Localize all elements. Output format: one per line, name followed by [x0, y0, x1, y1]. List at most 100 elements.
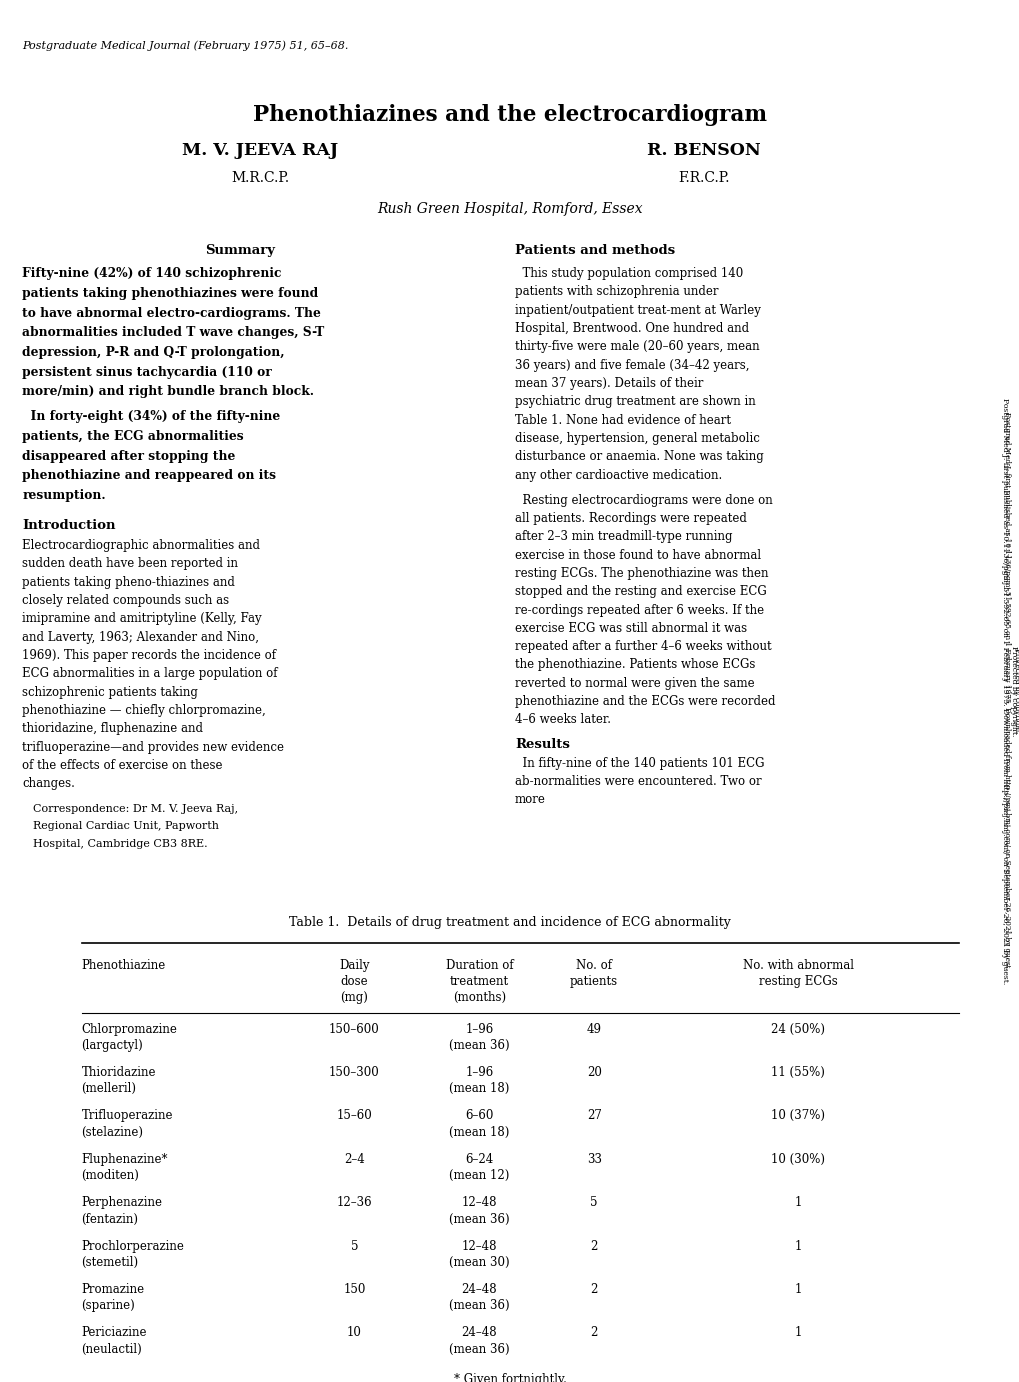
Text: 1–96: 1–96 — [465, 1066, 493, 1079]
Text: depression, P-R and Q-T prolongation,: depression, P-R and Q-T prolongation, — [22, 346, 284, 359]
Text: Periciazine: Periciazine — [82, 1327, 147, 1339]
Text: 2: 2 — [590, 1240, 597, 1252]
Text: Rush Green Hospital, Romford, Essex: Rush Green Hospital, Romford, Essex — [377, 202, 642, 216]
Text: Protected by copyright.: Protected by copyright. — [1009, 645, 1017, 737]
Text: stopped and the resting and exercise ECG: stopped and the resting and exercise ECG — [515, 585, 766, 598]
Text: Regional Cardiac Unit, Papworth: Regional Cardiac Unit, Papworth — [33, 821, 218, 831]
Text: 150–300: 150–300 — [329, 1066, 379, 1079]
Text: 11 (55%): 11 (55%) — [770, 1066, 824, 1079]
Text: Promazine: Promazine — [82, 1282, 145, 1296]
Text: disappeared after stopping the: disappeared after stopping the — [22, 449, 235, 463]
Text: (mean 18): (mean 18) — [448, 1082, 510, 1096]
Text: exercise in those found to have abnormal: exercise in those found to have abnormal — [515, 549, 760, 561]
Text: 5: 5 — [351, 1240, 358, 1252]
Text: 4–6 weeks later.: 4–6 weeks later. — [515, 713, 610, 727]
Text: Perphenazine: Perphenazine — [82, 1197, 162, 1209]
Text: Hospital, Cambridge CB3 8RE.: Hospital, Cambridge CB3 8RE. — [33, 839, 207, 849]
Text: 10: 10 — [346, 1327, 362, 1339]
Text: dose: dose — [340, 976, 368, 988]
Text: ECG abnormalities in a large population of: ECG abnormalities in a large population … — [22, 668, 277, 680]
Text: the phenothiazine. Patients whose ECGs: the phenothiazine. Patients whose ECGs — [515, 658, 755, 672]
Text: Daily: Daily — [339, 959, 369, 972]
Text: Patients and methods: Patients and methods — [515, 245, 675, 257]
Text: phenothiazine and the ECGs were recorded: phenothiazine and the ECGs were recorded — [515, 695, 774, 708]
Text: Resting electrocardiograms were done on: Resting electrocardiograms were done on — [515, 493, 772, 507]
Text: 1: 1 — [794, 1240, 801, 1252]
Text: patients with schizophrenia under: patients with schizophrenia under — [515, 286, 718, 299]
Text: (mean 36): (mean 36) — [448, 1212, 510, 1226]
Text: repeated after a further 4–6 weeks without: repeated after a further 4–6 weeks witho… — [515, 640, 771, 654]
Text: Phenothiazines and the electrocardiogram: Phenothiazines and the electrocardiogram — [253, 105, 766, 126]
Text: patients, the ECG abnormalities: patients, the ECG abnormalities — [22, 430, 244, 442]
Text: Hospital, Brentwood. One hundred and: Hospital, Brentwood. One hundred and — [515, 322, 749, 334]
Text: * Given fortnightly.: * Given fortnightly. — [453, 1372, 566, 1382]
Text: Electrocardiographic abnormalities and: Electrocardiographic abnormalities and — [22, 539, 260, 551]
Text: M. V. JEEVA RAJ: M. V. JEEVA RAJ — [181, 142, 338, 159]
Text: (largactyl): (largactyl) — [82, 1039, 144, 1052]
Text: 2: 2 — [590, 1282, 597, 1296]
Text: 6–60: 6–60 — [465, 1110, 493, 1122]
Text: M.R.C.P.: M.R.C.P. — [231, 171, 288, 185]
Text: 1: 1 — [794, 1327, 801, 1339]
Text: (mean 18): (mean 18) — [448, 1126, 510, 1139]
Text: Prochlorperazine: Prochlorperazine — [82, 1240, 184, 1252]
Text: closely related compounds such as: closely related compounds such as — [22, 594, 229, 607]
Text: 2: 2 — [590, 1327, 597, 1339]
Text: imipramine and amitriptyline (Kelly, Fay: imipramine and amitriptyline (Kelly, Fay — [22, 612, 262, 625]
Text: 1969). This paper records the incidence of: 1969). This paper records the incidence … — [22, 650, 276, 662]
Text: phenothiazine and reappeared on its: phenothiazine and reappeared on its — [22, 470, 276, 482]
Text: thirty-five were male (20–60 years, mean: thirty-five were male (20–60 years, mean — [515, 340, 759, 354]
Text: resting ECGs. The phenothiazine was then: resting ECGs. The phenothiazine was then — [515, 567, 768, 580]
Text: (mean 36): (mean 36) — [448, 1299, 510, 1313]
Text: 10 (30%): 10 (30%) — [770, 1153, 824, 1166]
Text: 10 (37%): 10 (37%) — [770, 1110, 824, 1122]
Text: 15–60: 15–60 — [336, 1110, 372, 1122]
Text: Summary: Summary — [205, 245, 274, 257]
Text: of the effects of exercise on these: of the effects of exercise on these — [22, 759, 223, 771]
Text: (stelazine): (stelazine) — [82, 1126, 144, 1139]
Text: In forty-eight (34%) of the fifty-nine: In forty-eight (34%) of the fifty-nine — [22, 410, 280, 423]
Text: Chlorpromazine: Chlorpromazine — [82, 1023, 177, 1035]
Text: 1–96: 1–96 — [465, 1023, 493, 1035]
Text: 33: 33 — [586, 1153, 601, 1166]
Text: (sparine): (sparine) — [82, 1299, 136, 1313]
Text: Duration of: Duration of — [445, 959, 513, 972]
Text: more: more — [515, 793, 545, 806]
Text: Protected by copyright.: Protected by copyright. — [1012, 648, 1019, 734]
Text: 12–48: 12–48 — [462, 1240, 496, 1252]
Text: 24–48: 24–48 — [462, 1327, 496, 1339]
Text: No. with abnormal: No. with abnormal — [742, 959, 853, 972]
Text: No. of: No. of — [576, 959, 611, 972]
Text: Postgrad Med J: first published as 10.1136/pgmj.51.592.65 on 1 February 1975. Do: Postgrad Med J: first published as 10.11… — [1000, 398, 1008, 984]
Text: 150–600: 150–600 — [329, 1023, 379, 1035]
Text: 5: 5 — [590, 1197, 597, 1209]
Text: 2–4: 2–4 — [343, 1153, 365, 1166]
Text: more/min) and right bundle branch block.: more/min) and right bundle branch block. — [22, 386, 314, 398]
Text: to have abnormal electro-cardiograms. The: to have abnormal electro-cardiograms. Th… — [22, 307, 321, 319]
Text: any other cardioactive medication.: any other cardioactive medication. — [515, 468, 721, 481]
Text: patients taking phenothiazines were found: patients taking phenothiazines were foun… — [22, 287, 318, 300]
Text: mean 37 years). Details of their: mean 37 years). Details of their — [515, 377, 703, 390]
Text: 20: 20 — [586, 1066, 601, 1079]
Text: (neulactil): (neulactil) — [82, 1343, 143, 1356]
Text: and Laverty, 1963; Alexander and Nino,: and Laverty, 1963; Alexander and Nino, — [22, 630, 259, 644]
Text: psychiatric drug treatment are shown in: psychiatric drug treatment are shown in — [515, 395, 755, 408]
Text: sudden death have been reported in: sudden death have been reported in — [22, 557, 238, 571]
Text: exercise ECG was still abnormal it was: exercise ECG was still abnormal it was — [515, 622, 747, 634]
Text: after 2–3 min treadmill-type running: after 2–3 min treadmill-type running — [515, 531, 732, 543]
Text: resumption.: resumption. — [22, 489, 106, 502]
Text: 150: 150 — [343, 1282, 365, 1296]
Text: 49: 49 — [586, 1023, 601, 1035]
Text: (mg): (mg) — [340, 991, 368, 1005]
Text: (months): (months) — [452, 991, 505, 1005]
Text: R. BENSON: R. BENSON — [646, 142, 760, 159]
Text: F.R.C.P.: F.R.C.P. — [678, 171, 729, 185]
Text: Fifty-nine (42%) of 140 schizophrenic: Fifty-nine (42%) of 140 schizophrenic — [22, 267, 281, 281]
Text: re-cordings repeated after 6 weeks. If the: re-cordings repeated after 6 weeks. If t… — [515, 604, 763, 616]
Text: persistent sinus tachycardia (110 or: persistent sinus tachycardia (110 or — [22, 365, 272, 379]
Text: (mean 30): (mean 30) — [448, 1256, 510, 1269]
Text: Introduction: Introduction — [22, 520, 116, 532]
Text: ab-normalities were encountered. Two or: ab-normalities were encountered. Two or — [515, 775, 761, 788]
Text: Postgrad Med J: first published as 10.1136/pgmj.51.592.65 on 1 February 1975. Do: Postgrad Med J: first published as 10.11… — [1002, 412, 1010, 970]
Text: 36 years) and five female (34–42 years,: 36 years) and five female (34–42 years, — [515, 359, 749, 372]
